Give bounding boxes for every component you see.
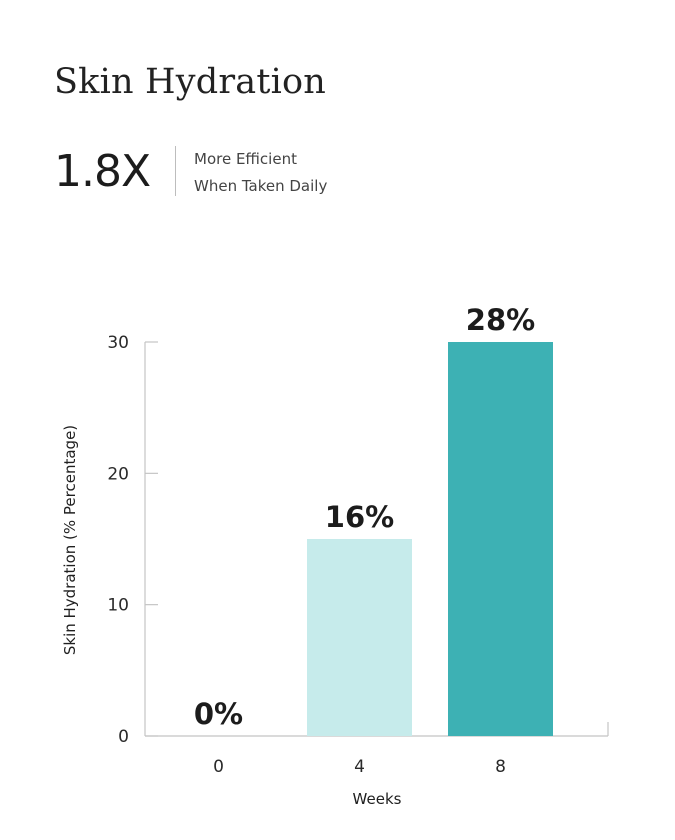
stat-value: 1.8X	[54, 146, 151, 197]
bar-week-4	[307, 539, 412, 736]
bar-week-8	[448, 342, 553, 736]
bar-data-label: 16%	[325, 500, 394, 534]
y-tick-label: 20	[107, 464, 129, 484]
stat-caption-line1: More Efficient	[194, 150, 297, 168]
stat-caption-line2: When Taken Daily	[194, 177, 328, 195]
x-tick-label: 8	[495, 757, 506, 777]
y-tick-label: 10	[107, 596, 129, 616]
y-tick-label: 30	[107, 333, 129, 353]
x-axis-title: Weeks	[353, 790, 402, 808]
chart-labels: 0 0% 4 16% 8 28% Weeks Skin Hydration (% Percen…	[61, 303, 535, 808]
bar-data-label: 0%	[194, 697, 243, 731]
chart-title: Skin Hydration	[54, 62, 327, 102]
x-tick-label: 4	[354, 757, 365, 777]
stat-caption: More Efficient When Taken Daily	[194, 146, 327, 200]
x-tick-label: 0	[213, 757, 224, 777]
stat-divider	[175, 146, 176, 196]
y-tick-label: 0	[118, 727, 129, 747]
y-axis-title: Skin Hydration (% Percentage)	[61, 425, 79, 655]
bar-data-label: 28%	[466, 303, 535, 337]
chart-bars	[307, 342, 553, 736]
